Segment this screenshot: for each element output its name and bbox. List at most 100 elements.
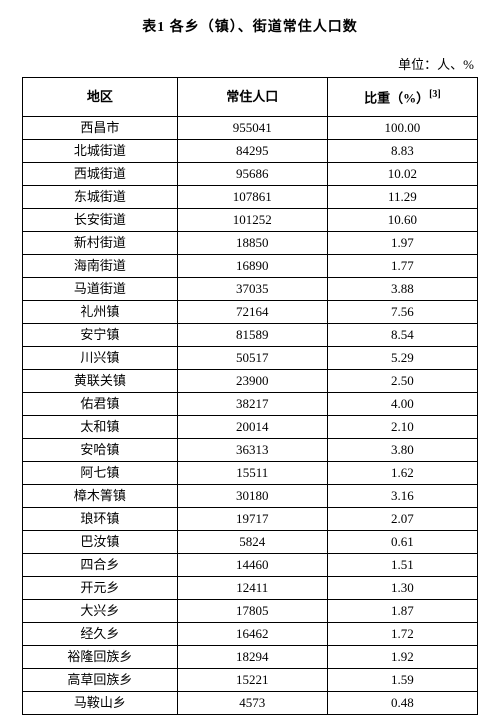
table-row: 北城街道842958.83 bbox=[23, 140, 478, 163]
cell-region: 高草回族乡 bbox=[23, 669, 178, 692]
col-header-region: 地区 bbox=[23, 78, 178, 117]
table-row: 佑君镇382174.00 bbox=[23, 393, 478, 416]
table-row: 马鞍山乡45730.48 bbox=[23, 692, 478, 715]
cell-region: 长安街道 bbox=[23, 209, 178, 232]
cell-percent: 1.97 bbox=[327, 232, 477, 255]
footnote-marker: [3] bbox=[429, 89, 441, 100]
table-row: 东城街道10786111.29 bbox=[23, 186, 478, 209]
table-row: 礼州镇721647.56 bbox=[23, 301, 478, 324]
cell-population: 23900 bbox=[177, 370, 327, 393]
table-title: 表1 各乡（镇）、街道常住人口数 bbox=[22, 16, 478, 36]
table-row: 琅环镇197172.07 bbox=[23, 508, 478, 531]
population-table: 地区 常住人口 比重（%）[3] 西昌市955041100.00北城街道8429… bbox=[22, 77, 478, 715]
table-row: 马道街道370353.88 bbox=[23, 278, 478, 301]
cell-population: 101252 bbox=[177, 209, 327, 232]
table-row: 安哈镇363133.80 bbox=[23, 439, 478, 462]
cell-percent: 5.29 bbox=[327, 347, 477, 370]
cell-percent: 1.59 bbox=[327, 669, 477, 692]
cell-population: 4573 bbox=[177, 692, 327, 715]
cell-population: 18850 bbox=[177, 232, 327, 255]
cell-population: 15221 bbox=[177, 669, 327, 692]
cell-region: 安宁镇 bbox=[23, 324, 178, 347]
col-header-population: 常住人口 bbox=[177, 78, 327, 117]
cell-population: 5824 bbox=[177, 531, 327, 554]
cell-population: 84295 bbox=[177, 140, 327, 163]
table-row: 新村街道188501.97 bbox=[23, 232, 478, 255]
cell-region: 裕隆回族乡 bbox=[23, 646, 178, 669]
cell-population: 38217 bbox=[177, 393, 327, 416]
cell-percent: 2.10 bbox=[327, 416, 477, 439]
cell-percent: 10.02 bbox=[327, 163, 477, 186]
cell-population: 17805 bbox=[177, 600, 327, 623]
table-header-row: 地区 常住人口 比重（%）[3] bbox=[23, 78, 478, 117]
table-row: 黄联关镇239002.50 bbox=[23, 370, 478, 393]
cell-region: 佑君镇 bbox=[23, 393, 178, 416]
cell-percent: 0.48 bbox=[327, 692, 477, 715]
cell-population: 72164 bbox=[177, 301, 327, 324]
cell-region: 大兴乡 bbox=[23, 600, 178, 623]
cell-percent: 11.29 bbox=[327, 186, 477, 209]
cell-population: 15511 bbox=[177, 462, 327, 485]
cell-percent: 1.51 bbox=[327, 554, 477, 577]
table-row: 开元乡124111.30 bbox=[23, 577, 478, 600]
table-row: 阿七镇155111.62 bbox=[23, 462, 478, 485]
cell-percent: 3.80 bbox=[327, 439, 477, 462]
cell-percent: 100.00 bbox=[327, 117, 477, 140]
table-row: 太和镇200142.10 bbox=[23, 416, 478, 439]
cell-population: 95686 bbox=[177, 163, 327, 186]
cell-region: 太和镇 bbox=[23, 416, 178, 439]
cell-region: 巴汝镇 bbox=[23, 531, 178, 554]
cell-region: 黄联关镇 bbox=[23, 370, 178, 393]
cell-region: 四合乡 bbox=[23, 554, 178, 577]
table-row: 川兴镇505175.29 bbox=[23, 347, 478, 370]
cell-region: 马鞍山乡 bbox=[23, 692, 178, 715]
cell-population: 30180 bbox=[177, 485, 327, 508]
table-row: 樟木箐镇301803.16 bbox=[23, 485, 478, 508]
col-header-percent: 比重（%）[3] bbox=[327, 78, 477, 117]
table-row: 安宁镇815898.54 bbox=[23, 324, 478, 347]
cell-percent: 3.88 bbox=[327, 278, 477, 301]
cell-region: 马道街道 bbox=[23, 278, 178, 301]
table-row: 长安街道10125210.60 bbox=[23, 209, 478, 232]
cell-region: 安哈镇 bbox=[23, 439, 178, 462]
cell-population: 50517 bbox=[177, 347, 327, 370]
cell-region: 礼州镇 bbox=[23, 301, 178, 324]
cell-percent: 10.60 bbox=[327, 209, 477, 232]
cell-percent: 1.77 bbox=[327, 255, 477, 278]
table-row: 巴汝镇58240.61 bbox=[23, 531, 478, 554]
cell-population: 14460 bbox=[177, 554, 327, 577]
cell-population: 955041 bbox=[177, 117, 327, 140]
unit-label: 单位：人、% bbox=[22, 54, 478, 73]
table-row: 裕隆回族乡182941.92 bbox=[23, 646, 478, 669]
cell-population: 107861 bbox=[177, 186, 327, 209]
page: 表1 各乡（镇）、街道常住人口数 单位：人、% 地区 常住人口 比重（%）[3]… bbox=[0, 0, 500, 725]
col-header-percent-label: 比重（%） bbox=[364, 90, 429, 105]
cell-region: 海南街道 bbox=[23, 255, 178, 278]
cell-percent: 3.16 bbox=[327, 485, 477, 508]
cell-region: 西昌市 bbox=[23, 117, 178, 140]
cell-percent: 1.62 bbox=[327, 462, 477, 485]
cell-population: 37035 bbox=[177, 278, 327, 301]
cell-percent: 8.83 bbox=[327, 140, 477, 163]
cell-region: 开元乡 bbox=[23, 577, 178, 600]
cell-region: 西城街道 bbox=[23, 163, 178, 186]
table-row: 四合乡144601.51 bbox=[23, 554, 478, 577]
cell-population: 36313 bbox=[177, 439, 327, 462]
table-row: 西昌市955041100.00 bbox=[23, 117, 478, 140]
cell-region: 东城街道 bbox=[23, 186, 178, 209]
table-row: 西城街道9568610.02 bbox=[23, 163, 478, 186]
cell-population: 81589 bbox=[177, 324, 327, 347]
cell-percent: 8.54 bbox=[327, 324, 477, 347]
cell-population: 20014 bbox=[177, 416, 327, 439]
cell-region: 北城街道 bbox=[23, 140, 178, 163]
cell-population: 19717 bbox=[177, 508, 327, 531]
cell-population: 12411 bbox=[177, 577, 327, 600]
cell-percent: 2.50 bbox=[327, 370, 477, 393]
cell-percent: 1.30 bbox=[327, 577, 477, 600]
table-row: 大兴乡178051.87 bbox=[23, 600, 478, 623]
table-body: 西昌市955041100.00北城街道842958.83西城街道9568610.… bbox=[23, 117, 478, 715]
cell-percent: 1.92 bbox=[327, 646, 477, 669]
cell-population: 16890 bbox=[177, 255, 327, 278]
cell-percent: 7.56 bbox=[327, 301, 477, 324]
cell-percent: 2.07 bbox=[327, 508, 477, 531]
